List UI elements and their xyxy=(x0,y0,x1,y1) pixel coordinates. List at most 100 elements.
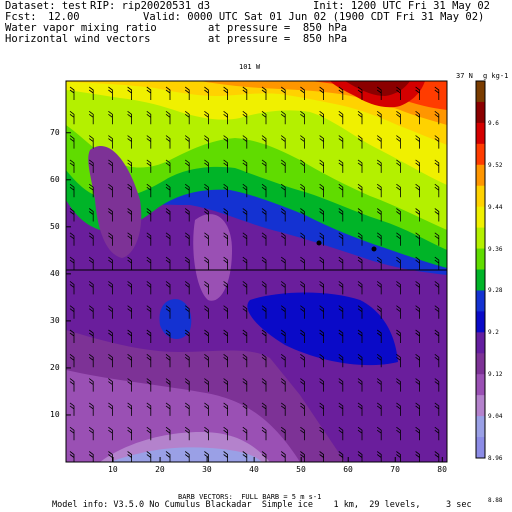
wind-barb xyxy=(88,281,94,295)
wind-barb xyxy=(204,329,209,343)
wind-barb xyxy=(242,86,248,100)
wind-barb xyxy=(69,426,75,441)
colorbar-swatch xyxy=(476,81,485,103)
wind-barb xyxy=(357,426,363,441)
wind-barb xyxy=(415,378,420,392)
wind-barb xyxy=(300,135,305,149)
wind-barb xyxy=(415,353,420,368)
wind-barb xyxy=(146,159,152,173)
colorbar-swatch xyxy=(476,395,485,417)
mixing-ratio-lobe xyxy=(193,214,232,301)
wind-barb xyxy=(319,232,324,246)
wind-barb xyxy=(165,256,171,271)
wind-barb xyxy=(146,329,152,343)
wind-barb xyxy=(338,256,344,271)
wind-barb xyxy=(319,159,324,173)
wind-barb xyxy=(146,281,152,295)
wind-barb xyxy=(223,451,228,462)
wind-barb xyxy=(300,305,305,319)
wind-barb xyxy=(108,232,113,246)
wind-barb xyxy=(204,451,209,462)
wind-barb xyxy=(204,281,209,295)
wind-barb xyxy=(319,353,324,368)
wind-barb xyxy=(261,426,267,441)
wind-barb xyxy=(88,305,94,319)
wind-barb xyxy=(88,378,94,392)
wind-barb xyxy=(88,135,94,149)
wind-barb xyxy=(280,110,286,125)
wind-barb xyxy=(184,281,190,295)
wind-barb xyxy=(108,110,113,125)
wind-barb xyxy=(396,208,401,222)
wind-barb xyxy=(434,256,440,271)
wind-barb xyxy=(280,135,286,149)
wind-barb xyxy=(242,305,248,319)
wind-barb xyxy=(204,256,209,271)
wind-barb xyxy=(280,378,286,392)
mixing-ratio-gold-band xyxy=(66,81,447,145)
colorbar xyxy=(475,80,486,459)
y-tick-label: 60 xyxy=(50,174,60,184)
wind-barb xyxy=(300,378,305,392)
wind-barb xyxy=(396,232,401,246)
wind-barb xyxy=(223,402,228,416)
wind-barb xyxy=(261,135,267,149)
wind-barb xyxy=(319,451,324,462)
colorbar-label: 9.12 xyxy=(488,371,503,379)
wind-barb xyxy=(242,183,248,198)
y-tick-label: 50 xyxy=(50,221,60,231)
wind-barb xyxy=(415,305,420,319)
wind-barb xyxy=(415,110,420,125)
y-tick-label: 10 xyxy=(50,409,60,419)
wind-barb xyxy=(69,256,75,271)
wind-barb xyxy=(88,329,94,343)
wind-barb xyxy=(396,110,401,125)
wind-barb xyxy=(434,451,440,462)
wind-barb xyxy=(376,353,382,368)
x-tick-label: 10 xyxy=(108,465,118,474)
wind-barb xyxy=(319,110,324,125)
wind-barb xyxy=(396,135,401,149)
wind-barb xyxy=(127,256,132,271)
wind-barb xyxy=(223,256,228,271)
wind-barb xyxy=(357,305,363,319)
wind-barb xyxy=(146,426,152,441)
wind-barb xyxy=(300,183,305,198)
wind-barb xyxy=(280,86,286,100)
wind-barb xyxy=(357,329,363,343)
wind-barb xyxy=(223,86,228,100)
colorbar-swatch xyxy=(476,290,485,312)
wind-barb xyxy=(338,110,344,125)
colorbar-swatch xyxy=(476,164,485,187)
wind-barb xyxy=(242,232,248,246)
wind-barb xyxy=(242,402,248,416)
colorbar-swatch xyxy=(476,311,485,333)
wind-barb xyxy=(165,159,171,173)
wind-barb xyxy=(184,402,190,416)
mixing-ratio-west-lobe xyxy=(88,146,142,258)
top-left-label: 101 W xyxy=(239,63,261,71)
wind-barb xyxy=(127,305,132,319)
model-info: Model info: V3.5.0 No Cumulus Blackadar … xyxy=(52,500,472,510)
wind-barb xyxy=(108,451,113,462)
wind-barb xyxy=(165,451,171,462)
wind-barb xyxy=(69,183,75,198)
colorbar-swatch xyxy=(476,227,485,250)
wind-barb xyxy=(319,135,324,149)
wind-barb xyxy=(415,426,420,441)
wind-barb xyxy=(396,159,401,173)
wind-barb xyxy=(108,402,113,416)
wind-barb xyxy=(108,135,113,149)
y-tick-label: 20 xyxy=(50,362,60,372)
wind-barb xyxy=(165,232,171,246)
wind-barb xyxy=(261,353,267,368)
colorbar-swatch xyxy=(476,206,485,229)
wind-barb-layer xyxy=(69,86,440,462)
wind-barb xyxy=(204,183,209,198)
wind-barb xyxy=(88,232,94,246)
wind-barb xyxy=(108,86,113,100)
wind-barb xyxy=(338,208,344,222)
wind-barb xyxy=(184,305,190,319)
colorbar-swatch xyxy=(476,101,485,124)
colorbar-swatch xyxy=(476,122,485,145)
